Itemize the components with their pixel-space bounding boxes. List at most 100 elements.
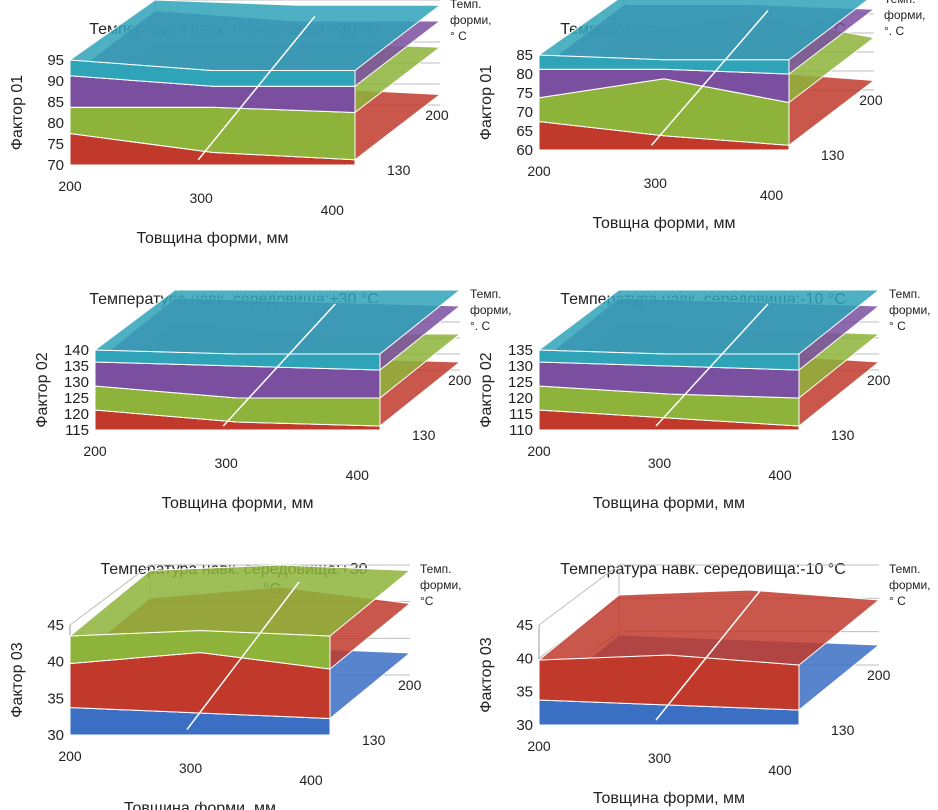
z-axis-ticks: 60 65 70 75 80 85	[516, 47, 533, 159]
x-axis-ticks: 200 300 400	[58, 748, 323, 788]
x-axis-label: Товщина форми, мм	[137, 230, 289, 247]
depth-axis-label: Темп. форми, ° C	[889, 562, 931, 608]
x-axis-label: Товщина форми, мм	[124, 800, 276, 810]
z-tick-label: 115	[509, 406, 533, 423]
surface-band-2	[538, 654, 800, 711]
surface-divider	[222, 303, 336, 427]
depth-label-line: Темп.	[884, 0, 915, 6]
z-axis-ticks: 30 35 40 45	[516, 617, 533, 734]
surface	[537, 580, 881, 726]
depth-axis-label: Темп. форми, ° C	[889, 287, 931, 333]
depth-tick-label: 200	[425, 107, 449, 123]
depth-label-line: Темп.	[889, 287, 920, 301]
surface-divider	[650, 10, 769, 146]
z-tick-label: 45	[516, 617, 533, 634]
depth-label-line: °C	[420, 594, 434, 608]
surface-divider	[655, 303, 769, 427]
depth-axis-label: Темп. форми, °C	[420, 562, 462, 608]
z-tick-label: 95	[47, 52, 64, 69]
surface-chart-1: Температура навк. середовища:+30 °C70758…	[0, 0, 492, 270]
surface-divider	[197, 16, 316, 161]
x-tick-label: 300	[648, 750, 672, 766]
surface	[68, 564, 412, 736]
z-tick-label: 75	[516, 85, 533, 102]
depth-tick-label: 200	[398, 677, 422, 693]
depth-axis-label: Темп. форми, ° C	[450, 0, 492, 43]
depth-tick-label: 130	[821, 147, 845, 163]
x-axis-ticks: 200 300 400	[83, 443, 369, 483]
z-tick-label: 85	[516, 47, 533, 64]
depth-tick-label: 130	[412, 427, 436, 443]
depth-axis-label: Темп. форми, °. C	[884, 0, 926, 38]
surface-chart-2: Температура навк. середовища:-10 °C60657…	[469, 0, 938, 270]
z-axis-label: Фактор 02	[478, 352, 495, 428]
z-tick-label: 35	[516, 684, 533, 701]
surface	[68, 0, 442, 166]
x-tick-label: 300	[179, 760, 203, 776]
depth-axis-ticks: 130 200	[821, 92, 883, 163]
surface-chart-svg: Температура навк. середовища:+30 °C70758…	[9, 0, 492, 247]
x-tick-label: 200	[83, 443, 107, 459]
depth-tick-label: 200	[859, 92, 883, 108]
depth-label-line: Темп.	[889, 562, 920, 576]
depth-axis-ticks: 130 200	[387, 107, 449, 178]
z-tick-label: 130	[508, 358, 533, 375]
surface-chart-4: Температура навк. середовища:-10 °C11011…	[469, 270, 938, 540]
x-tick-label: 400	[768, 762, 792, 778]
z-tick-label: 135	[64, 358, 89, 375]
x-tick-label: 400	[768, 467, 792, 483]
depth-tick-label: 130	[831, 427, 855, 443]
z-tick-label: 120	[64, 406, 89, 423]
x-axis-ticks: 200 300 400	[527, 443, 792, 483]
z-axis-label: Фактор 03	[9, 642, 26, 718]
x-axis-ticks: 200 300 400	[58, 178, 344, 218]
depth-tick-label: 200	[448, 372, 472, 388]
surface-divider	[655, 580, 769, 721]
z-tick-label: 85	[47, 94, 64, 111]
depth-axis-ticks: 130 200	[831, 372, 891, 443]
x-tick-label: 200	[527, 443, 551, 459]
surface-chart-svg: Температура навк. середовища:-10 °C 30 35 4…	[478, 561, 931, 807]
x-tick-label: 400	[346, 467, 370, 483]
z-tick-label: 60	[516, 142, 533, 159]
surface-chart-svg: Температура навк. середовища:-10 °C11011…	[478, 287, 931, 512]
surface-band-top-2	[537, 589, 881, 666]
depth-axis-ticks: 130 200	[362, 677, 422, 748]
x-tick-label: 400	[321, 202, 345, 218]
depth-tick-label: 130	[362, 732, 386, 748]
depth-label-line: ° C	[889, 319, 906, 333]
depth-tick-label: 130	[831, 722, 855, 738]
depth-label-line: °. C	[470, 319, 490, 333]
depth-label-line: форми,	[889, 578, 931, 592]
z-axis-label: Фактор 01	[478, 65, 495, 141]
chart-title: Температура навк. середовища:-10 °C	[560, 561, 846, 578]
surface-band-top-4	[537, 289, 881, 355]
surface-band-top-3	[68, 564, 412, 637]
x-axis-label: Товщина форми, мм	[162, 495, 314, 512]
x-axis-label: Товщна форми, мм	[592, 215, 735, 232]
depth-label-line: форми,	[470, 303, 512, 317]
z-tick-label: 110	[509, 422, 533, 439]
z-tick-label: 115	[65, 422, 89, 439]
z-tick-label: 90	[47, 73, 64, 90]
z-tick-label: 65	[516, 123, 533, 140]
surface-chart-6: Температура навк. середовища:-10 °C 30 35 4…	[469, 540, 938, 810]
z-tick-label: 80	[516, 66, 533, 83]
z-axis-label: Фактор 01	[9, 75, 26, 151]
z-tick-label: 40	[516, 650, 533, 667]
z-tick-label: 70	[47, 157, 64, 174]
surface	[537, 289, 881, 431]
surface-chart-svg: Температура навк. середовища:+30°C303540…	[9, 561, 462, 810]
depth-label-line: Темп.	[450, 0, 481, 11]
depth-label-line: ° C	[889, 594, 906, 608]
depth-label-line: °. C	[884, 24, 904, 38]
depth-tick-label: 130	[387, 162, 411, 178]
surface-divider	[186, 581, 300, 730]
depth-axis-ticks: 130 200	[412, 372, 472, 443]
surface	[537, 0, 876, 151]
depth-label-line: форми,	[450, 13, 492, 27]
x-tick-label: 300	[214, 455, 238, 471]
x-axis-label: Товщина форми, мм	[593, 495, 745, 512]
